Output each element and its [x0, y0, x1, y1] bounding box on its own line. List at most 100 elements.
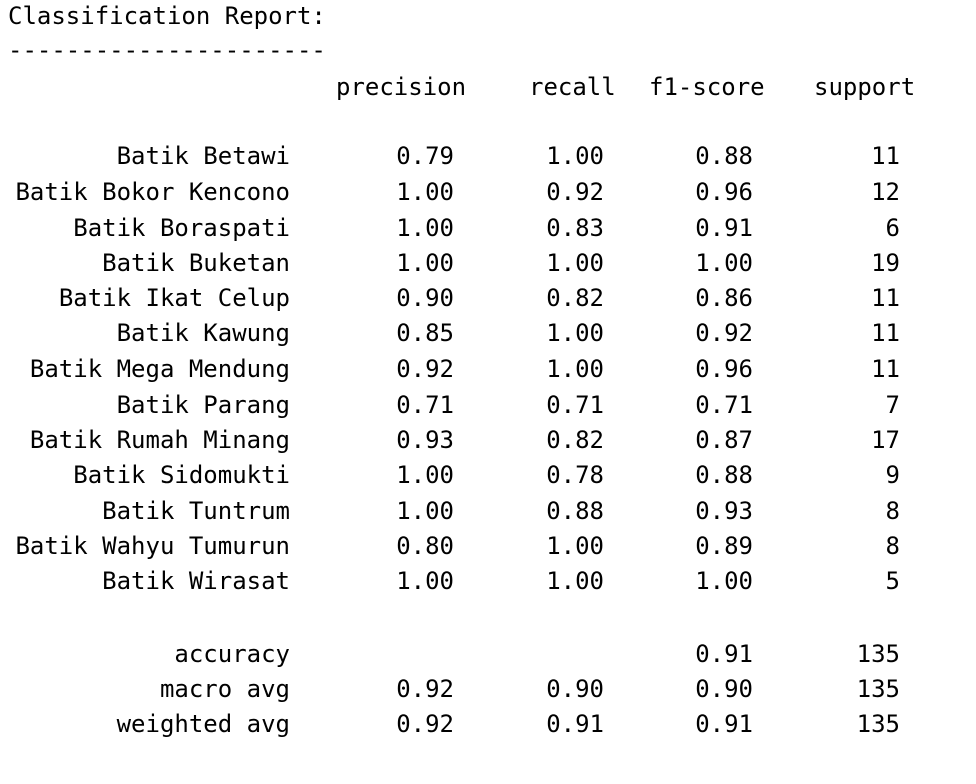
- f1-value: 0.87: [695, 426, 753, 454]
- class-label: Batik Ikat Celup: [58, 284, 290, 312]
- f1-value: 0.91: [695, 710, 753, 738]
- class-label: Batik Bokor Kencono: [15, 178, 290, 206]
- f1-value: 0.89: [695, 532, 753, 560]
- class-label: Batik Buketan: [102, 249, 290, 277]
- report-title: Classification Report:: [8, 2, 326, 30]
- f1-value: 0.96: [695, 178, 753, 206]
- class-label: Batik Wahyu Tumurun: [15, 532, 290, 560]
- recall-value: 0.91: [546, 710, 604, 738]
- title-separator: ----------------------: [8, 36, 326, 64]
- f1-value: 0.71: [695, 391, 753, 419]
- precision-value: 0.85: [396, 319, 454, 347]
- precision-value: 0.79: [396, 142, 454, 170]
- recall-value: 0.90: [546, 675, 604, 703]
- table-row: Batik Wirasat 1.00 1.00 1.00 5: [0, 564, 976, 598]
- header-precision: precision: [336, 73, 467, 101]
- class-label: Batik Sidomukti: [73, 461, 290, 489]
- precision-value: 0.90: [396, 284, 454, 312]
- table-row: Batik Ikat Celup 0.90 0.82 0.86 11: [0, 281, 976, 315]
- table-row: Batik Buketan 1.00 1.00 1.00 19: [0, 246, 976, 280]
- summary-label: accuracy: [174, 640, 290, 668]
- support-value: 17: [871, 426, 900, 454]
- recall-value: 1.00: [546, 249, 604, 277]
- f1-value: 1.00: [695, 249, 753, 277]
- f1-value: 0.88: [695, 142, 753, 170]
- precision-value: 0.71: [396, 391, 454, 419]
- precision-value: 0.93: [396, 426, 454, 454]
- f1-value: 0.91: [695, 640, 753, 668]
- support-value: 19: [871, 249, 900, 277]
- class-label: Batik Kawung: [116, 319, 290, 347]
- table-row: Batik Tuntrum 1.00 0.88 0.93 8: [0, 494, 976, 528]
- class-label: Batik Mega Mendung: [29, 355, 290, 383]
- table-row: Batik Betawi 0.79 1.00 0.88 11: [0, 139, 976, 173]
- class-label: Batik Rumah Minang: [29, 426, 290, 454]
- support-value: 8: [885, 532, 900, 560]
- header-support: support: [814, 73, 916, 101]
- f1-value: 1.00: [695, 567, 753, 595]
- f1-value: 0.88: [695, 461, 753, 489]
- header-f1-score: f1-score: [649, 73, 765, 101]
- table-row: Batik Mega Mendung 0.92 1.00 0.96 11: [0, 352, 976, 386]
- f1-value: 0.92: [695, 319, 753, 347]
- recall-value: 1.00: [546, 319, 604, 347]
- f1-value: 0.96: [695, 355, 753, 383]
- table-row: Batik Kawung 0.85 1.00 0.92 11: [0, 316, 976, 350]
- class-label: Batik Wirasat: [102, 567, 290, 595]
- summary-label: macro avg: [159, 675, 290, 703]
- support-value: 8: [885, 497, 900, 525]
- precision-value: 1.00: [396, 249, 454, 277]
- header-recall: recall: [529, 73, 616, 101]
- summary-row-weighted-avg: weighted avg 0.92 0.91 0.91 135: [0, 707, 976, 741]
- f1-value: 0.90: [695, 675, 753, 703]
- support-value: 7: [885, 391, 900, 419]
- recall-value: 0.88: [546, 497, 604, 525]
- summary-label: weighted avg: [116, 710, 290, 738]
- support-value: 11: [871, 284, 900, 312]
- precision-value: 0.92: [396, 675, 454, 703]
- precision-value: 1.00: [396, 214, 454, 242]
- table-row: Batik Boraspati 1.00 0.83 0.91 6: [0, 211, 976, 245]
- precision-value: 1.00: [396, 497, 454, 525]
- support-value: 135: [856, 675, 900, 703]
- support-value: 12: [871, 178, 900, 206]
- recall-value: 1.00: [546, 142, 604, 170]
- class-label: Batik Parang: [116, 391, 290, 419]
- table-row: Batik Parang 0.71 0.71 0.71 7: [0, 388, 976, 422]
- recall-value: 0.82: [546, 426, 604, 454]
- support-value: 135: [856, 640, 900, 668]
- class-label: Batik Tuntrum: [102, 497, 290, 525]
- support-value: 135: [856, 710, 900, 738]
- recall-value: 1.00: [546, 567, 604, 595]
- support-value: 9: [885, 461, 900, 489]
- class-label: Batik Boraspati: [73, 214, 290, 242]
- recall-value: 0.71: [546, 391, 604, 419]
- support-value: 11: [871, 142, 900, 170]
- table-row: Batik Sidomukti 1.00 0.78 0.88 9: [0, 458, 976, 492]
- table-row: Batik Bokor Kencono 1.00 0.92 0.96 12: [0, 175, 976, 209]
- recall-value: 0.82: [546, 284, 604, 312]
- precision-value: 1.00: [396, 178, 454, 206]
- support-value: 11: [871, 319, 900, 347]
- precision-value: 1.00: [396, 461, 454, 489]
- f1-value: 0.91: [695, 214, 753, 242]
- recall-value: 0.78: [546, 461, 604, 489]
- recall-value: 1.00: [546, 355, 604, 383]
- table-row: Batik Wahyu Tumurun 0.80 1.00 0.89 8: [0, 529, 976, 563]
- recall-value: 0.92: [546, 178, 604, 206]
- precision-value: 1.00: [396, 567, 454, 595]
- support-value: 5: [885, 567, 900, 595]
- precision-value: 0.92: [396, 710, 454, 738]
- table-row: Batik Rumah Minang 0.93 0.82 0.87 17: [0, 423, 976, 457]
- summary-row-accuracy: accuracy 0.91 135: [0, 637, 976, 671]
- support-value: 11: [871, 355, 900, 383]
- precision-value: 0.92: [396, 355, 454, 383]
- class-label: Batik Betawi: [116, 142, 290, 170]
- summary-row-macro-avg: macro avg 0.92 0.90 0.90 135: [0, 672, 976, 706]
- recall-value: 1.00: [546, 532, 604, 560]
- support-value: 6: [885, 214, 900, 242]
- f1-value: 0.93: [695, 497, 753, 525]
- f1-value: 0.86: [695, 284, 753, 312]
- recall-value: 0.83: [546, 214, 604, 242]
- precision-value: 0.80: [396, 532, 454, 560]
